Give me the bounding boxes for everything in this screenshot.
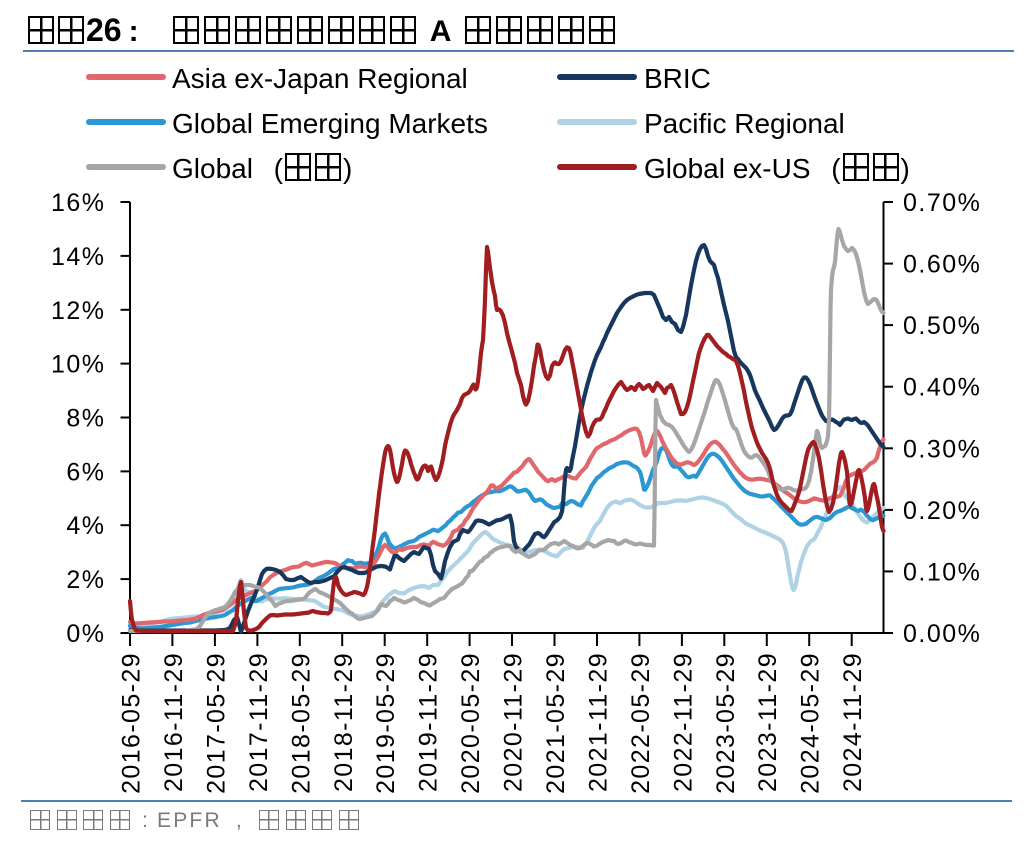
svg-text:2016-05-29: 2016-05-29 [118, 652, 146, 794]
svg-text:2022-05-29: 2022-05-29 [627, 652, 655, 794]
svg-text:10%: 10% [51, 351, 106, 379]
svg-text:12%: 12% [51, 297, 106, 325]
svg-text:2018-11-29: 2018-11-29 [330, 652, 358, 792]
svg-text:8%: 8% [66, 405, 105, 433]
svg-text:2020-05-29: 2020-05-29 [457, 652, 485, 794]
svg-text:0.00%: 0.00% [903, 620, 981, 648]
svg-text:0.40%: 0.40% [903, 374, 981, 402]
svg-text:2016-11-29: 2016-11-29 [160, 652, 188, 792]
svg-text:2021-11-29: 2021-11-29 [585, 652, 613, 792]
svg-text:0.20%: 0.20% [903, 497, 981, 525]
svg-text:0.10%: 0.10% [903, 558, 981, 586]
svg-text:2023-11-29: 2023-11-29 [754, 652, 782, 792]
svg-text:2017-11-29: 2017-11-29 [245, 652, 273, 792]
svg-text:14%: 14% [51, 243, 106, 271]
svg-text:0.30%: 0.30% [903, 435, 981, 463]
svg-text:2023-05-29: 2023-05-29 [712, 652, 740, 794]
svg-text:0%: 0% [66, 620, 105, 648]
svg-text:0.50%: 0.50% [903, 312, 981, 340]
svg-text:4%: 4% [66, 512, 105, 540]
svg-text:2019-11-29: 2019-11-29 [415, 652, 443, 792]
svg-text:2017-05-29: 2017-05-29 [202, 652, 230, 794]
svg-text:2024-05-29: 2024-05-29 [797, 652, 825, 794]
svg-text:6%: 6% [66, 458, 105, 486]
svg-text:2%: 2% [66, 566, 105, 594]
svg-text:0.70%: 0.70% [903, 189, 981, 217]
svg-text:16%: 16% [51, 189, 106, 217]
svg-text:2018-05-29: 2018-05-29 [287, 652, 315, 794]
svg-text:2024-11-29: 2024-11-29 [839, 652, 867, 792]
svg-text:2022-11-29: 2022-11-29 [669, 652, 697, 792]
svg-text:0.60%: 0.60% [903, 251, 981, 279]
svg-text:2020-11-29: 2020-11-29 [500, 652, 528, 792]
svg-text:2021-05-29: 2021-05-29 [542, 652, 570, 794]
svg-text:2019-05-29: 2019-05-29 [372, 652, 400, 794]
